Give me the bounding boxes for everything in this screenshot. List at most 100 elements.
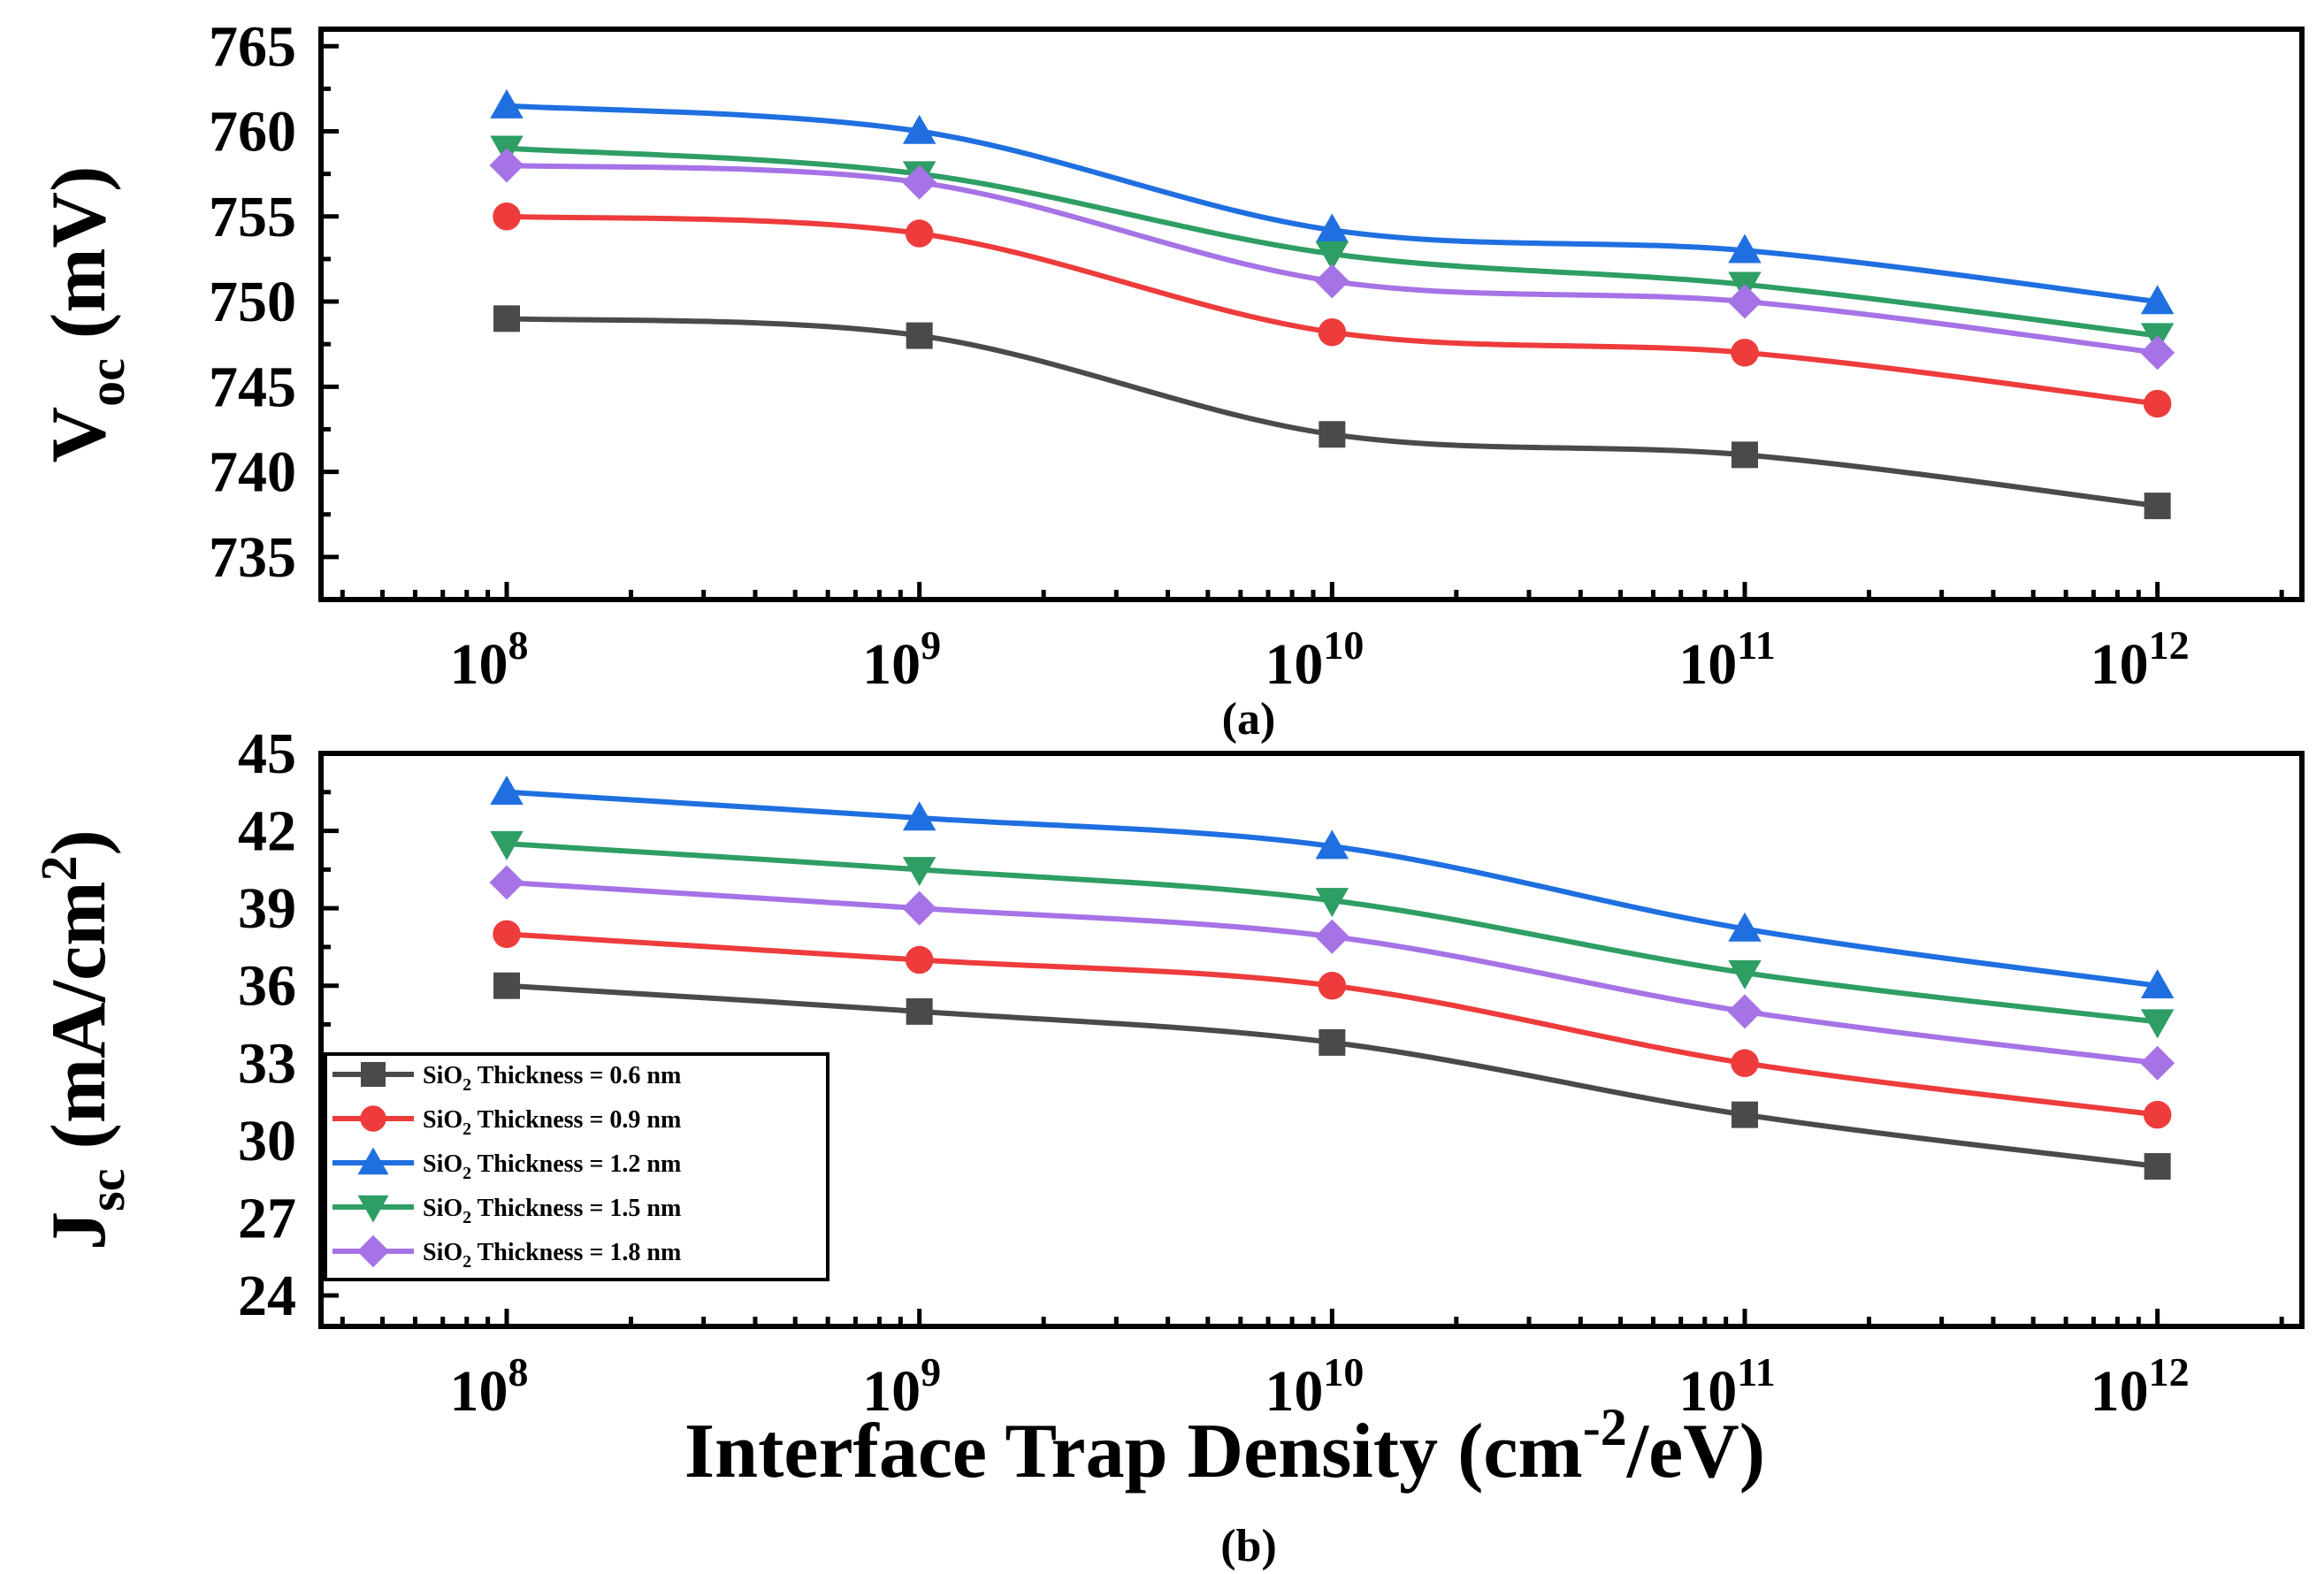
tick-exponent: 9: [921, 623, 941, 668]
legend-suffix: Thickness = 1.8 nm: [471, 1239, 681, 1266]
data-point: [490, 776, 524, 806]
x-title-superscript: -2: [1583, 1398, 1627, 1456]
data-point: [1731, 1049, 1759, 1078]
y-tick-label: 755: [209, 185, 296, 249]
y-tick-label: 33: [238, 1031, 296, 1096]
y-title-main: J: [36, 1211, 122, 1250]
data-point: [2144, 1153, 2171, 1180]
data-point: [1318, 317, 1347, 347]
tick-base: 10: [1678, 632, 1737, 697]
series-line-1: [506, 316, 2159, 509]
y-tick-label: 765: [209, 14, 296, 79]
data-point: [2140, 968, 2175, 998]
tick-base: 10: [1265, 1359, 1323, 1424]
data-point: [1731, 339, 1759, 367]
y-tick-label: 24: [238, 1264, 296, 1328]
legend-marker: [356, 1234, 390, 1268]
data-point: [490, 88, 524, 118]
y-title-main: V: [36, 407, 122, 463]
data-point: [1319, 421, 1346, 448]
legend-subscript: 2: [463, 1208, 471, 1227]
data-point: [1728, 912, 1762, 942]
data-point: [1314, 264, 1349, 299]
legend-item: SiO2 Thickness = 1.5 nm: [333, 1195, 681, 1227]
legend-item: SiO2 Thickness = 1.2 nm: [333, 1147, 681, 1183]
x-tick-label: 1011: [1678, 1349, 1775, 1424]
y-title-subscript: sc: [78, 1168, 135, 1211]
data-point: [1314, 919, 1349, 954]
x-tick-label: 108: [450, 623, 529, 697]
data-point: [1315, 829, 1349, 860]
legend-prefix: SiO: [423, 1150, 463, 1178]
legend-subscript: 2: [463, 1252, 471, 1272]
y-tick-label: 30: [238, 1109, 296, 1173]
legend-prefix: SiO: [423, 1239, 463, 1266]
data-point: [1315, 241, 1349, 271]
data-point: [906, 322, 933, 349]
data-point: [493, 202, 521, 231]
x-tick-label: 1010: [1265, 1349, 1364, 1424]
legend-marker: [360, 1105, 386, 1132]
data-point: [902, 164, 937, 200]
x-tick-label: 1012: [2091, 623, 2190, 697]
x-tick-label: 1010: [1265, 623, 1364, 697]
legend-marker: [357, 1195, 389, 1223]
data-point: [2140, 335, 2175, 371]
data-point: [2140, 1009, 2175, 1039]
y-axis-title: Jsc (mA/cm2): [30, 829, 135, 1250]
data-point: [905, 945, 934, 974]
legend-item: SiO2 Thickness = 1.8 nm: [333, 1234, 681, 1272]
tick-base: 10: [862, 632, 921, 697]
tick-exponent: 11: [1737, 623, 1775, 668]
y-title-unit: (mA/cm: [36, 882, 122, 1169]
legend-label: SiO2 Thickness = 0.6 nm: [423, 1062, 681, 1095]
y-title-superscript: 2: [30, 856, 88, 882]
legend-subscript: 2: [463, 1164, 471, 1183]
data-point: [905, 219, 934, 248]
y-tick-label: 745: [209, 355, 296, 419]
y-tick-label: 750: [209, 270, 296, 334]
tick-exponent: 10: [1323, 623, 1364, 668]
tick-base: 10: [450, 632, 508, 697]
tick-exponent: 11: [1737, 1349, 1775, 1394]
data-point: [489, 865, 524, 900]
panel-caption: (a): [1222, 694, 1276, 745]
y-axis-title: Voc (mV): [36, 166, 135, 463]
tick-exponent: 10: [1323, 1349, 1364, 1394]
data-point: [1727, 284, 1762, 319]
x-tick-label: 108: [450, 1349, 529, 1424]
data-point: [490, 830, 524, 860]
legend-suffix: Thickness = 0.6 nm: [471, 1062, 681, 1089]
data-point: [493, 305, 520, 332]
legend-subscript: 2: [463, 1075, 471, 1095]
legend-label: SiO2 Thickness = 0.9 nm: [423, 1106, 681, 1139]
y-tick-label: 36: [238, 954, 296, 1019]
data-point: [902, 857, 936, 887]
data-point: [2140, 285, 2175, 315]
data-point: [902, 890, 937, 926]
data-point: [493, 920, 521, 949]
tick-exponent: 8: [508, 1349, 529, 1394]
data-point: [1727, 994, 1762, 1029]
tick-base: 10: [2091, 632, 2149, 697]
legend-label: SiO2 Thickness = 1.2 nm: [423, 1150, 681, 1183]
data-point: [489, 148, 524, 183]
y-tick-label: 42: [238, 799, 296, 864]
panel-a: 108 109 1010 1011 1012735740745750755760765V…: [36, 14, 2305, 745]
legend-label: SiO2 Thickness = 1.5 nm: [423, 1195, 681, 1227]
legend-prefix: SiO: [423, 1062, 463, 1089]
data-point: [1315, 213, 1349, 243]
legend-prefix: SiO: [423, 1106, 463, 1134]
tick-base: 10: [2091, 1359, 2149, 1424]
y-title-subscript: oc: [78, 358, 135, 407]
y-tick-label: 760: [209, 100, 296, 164]
legend-label: SiO2 Thickness = 1.8 nm: [423, 1239, 681, 1272]
tick-base: 10: [450, 1359, 508, 1424]
y-tick-label: 45: [238, 722, 296, 786]
tick-exponent: 8: [508, 623, 529, 668]
tick-exponent: 9: [921, 1349, 941, 1394]
x-tick-label: 109: [862, 1349, 941, 1424]
legend-suffix: Thickness = 1.5 nm: [471, 1195, 681, 1222]
